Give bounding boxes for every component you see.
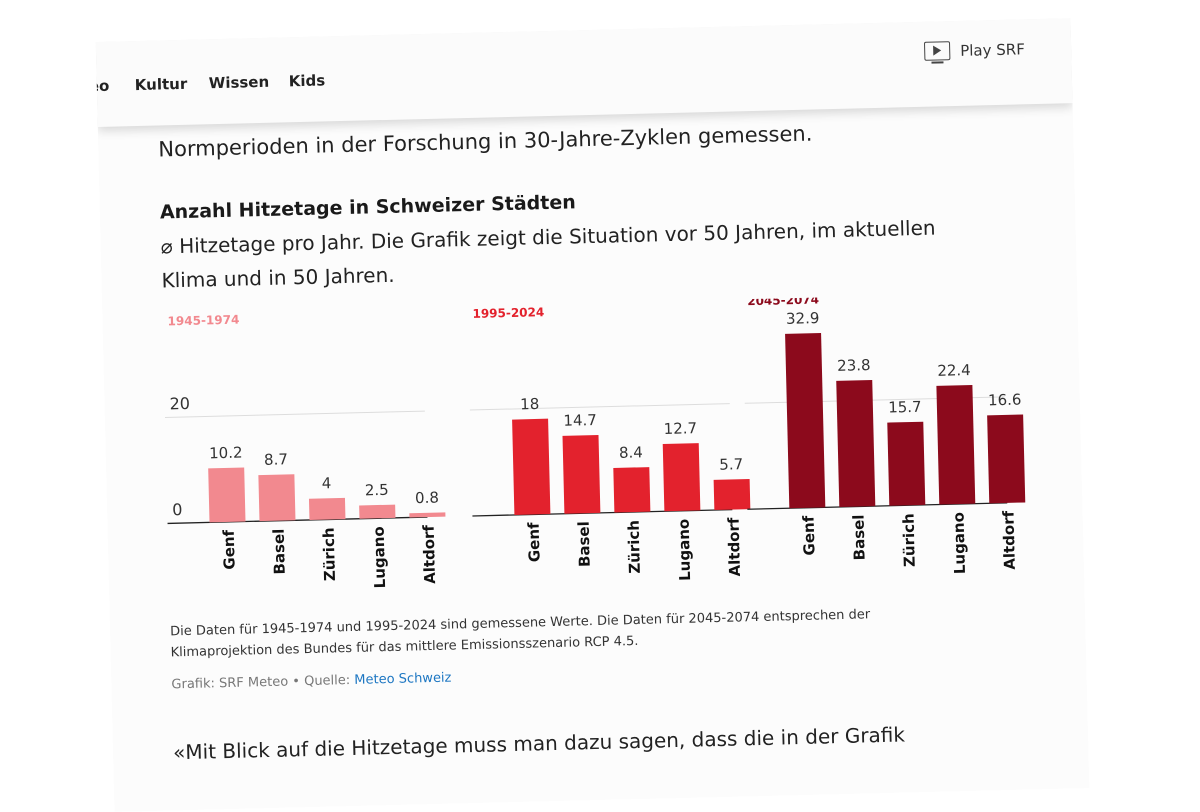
chart-subtitle: ⌀ Hitzetage pro Jahr. Die Grafik zeigt d…: [160, 215, 936, 293]
data-label: 32.9: [786, 309, 820, 328]
category-label: Altdorf: [420, 524, 439, 584]
y-tick-label: 20: [169, 394, 190, 413]
nav-item-kultur[interactable]: Kultur: [134, 74, 188, 95]
data-label: 0.8: [415, 489, 439, 508]
category-label: Lugano: [949, 512, 969, 575]
data-label: 18: [520, 395, 540, 413]
bar: [359, 504, 396, 519]
chart-footnote: Die Daten für 1945-1974 und 1995-2024 si…: [169, 607, 871, 661]
bar: [512, 418, 551, 515]
category-label: Genf: [220, 529, 239, 570]
data-label: 2.5: [365, 481, 389, 500]
quote-paragraph: «Mit Blick auf die Hitzetage muss man da…: [172, 722, 906, 765]
article-body: Normperioden in der Forschung in 30-Jahr…: [158, 104, 1053, 764]
nav-item-kids[interactable]: Kids: [288, 71, 326, 91]
y-tick-label: 0: [172, 500, 183, 519]
category-label: Basel: [575, 521, 594, 567]
bar: [258, 474, 296, 522]
category-label: Basel: [270, 528, 289, 574]
bar: [409, 512, 446, 518]
category-label: Lugano: [675, 519, 695, 582]
chart-svg: 0 20 1945-1974 10.2 Genf 8.7 Basel 4 Zürich 2.5 Lu…: [164, 292, 1026, 589]
data-label: 8.7: [264, 450, 288, 469]
category-label: Zürich: [625, 520, 644, 574]
bar: [562, 434, 601, 514]
source-link[interactable]: Meteo Schweiz: [354, 670, 452, 688]
nav-item-wissen[interactable]: Wissen: [208, 72, 270, 93]
bar: [308, 497, 346, 520]
play-srf-button[interactable]: Play SRF: [923, 39, 1026, 61]
article-page: eo Kultur Wissen Kids Play SRF Normperio…: [95, 18, 1090, 812]
bar: [987, 414, 1026, 504]
lead-paragraph: Normperioden in der Forschung in 30-Jahr…: [158, 121, 813, 162]
bar: [662, 443, 701, 512]
heat-days-chart: 0 20 1945-1974 10.2 Genf 8.7 Basel 4 Zürich 2.5 Lu…: [162, 292, 1029, 613]
chart-source: Grafik: SRF Meteo • Quelle: Meteo Schwei…: [171, 656, 1051, 693]
category-label: Altdorf: [725, 517, 744, 577]
category-label: Zürich: [899, 513, 918, 567]
series-label: 1945-1974: [167, 313, 239, 329]
bar: [613, 467, 651, 513]
data-label: 23.8: [837, 356, 871, 375]
series-label: 1995-2024: [472, 305, 544, 321]
bar: [936, 384, 976, 505]
data-label: 4: [322, 474, 332, 492]
category-label: Altdorf: [999, 510, 1018, 570]
bar: [785, 333, 826, 509]
play-tv-icon: [923, 41, 951, 61]
play-srf-label: Play SRF: [959, 39, 1026, 60]
data-label: 5.7: [719, 455, 743, 474]
nav-item-meteo[interactable]: eo: [95, 76, 110, 96]
data-label: 14.7: [563, 411, 597, 430]
series-label: 2045-2074: [747, 292, 819, 308]
data-label: 16.6: [988, 391, 1022, 410]
category-label: Genf: [525, 522, 544, 563]
data-label: 22.4: [937, 361, 971, 380]
data-label: 12.7: [663, 419, 697, 438]
category-label: Zürich: [320, 527, 339, 581]
data-label: 10.2: [209, 444, 243, 463]
gridline-20: [469, 403, 730, 411]
data-label: 15.7: [888, 398, 922, 417]
bar: [713, 478, 751, 511]
bar: [887, 421, 926, 506]
source-prefix: Grafik: SRF Meteo • Quelle:: [171, 672, 355, 693]
category-label: Genf: [800, 515, 819, 556]
bar: [208, 467, 246, 523]
bar: [836, 380, 876, 507]
gridline-20: [164, 410, 425, 418]
category-label: Basel: [850, 514, 869, 560]
category-label: Lugano: [370, 526, 390, 589]
data-label: 8.4: [619, 443, 643, 462]
